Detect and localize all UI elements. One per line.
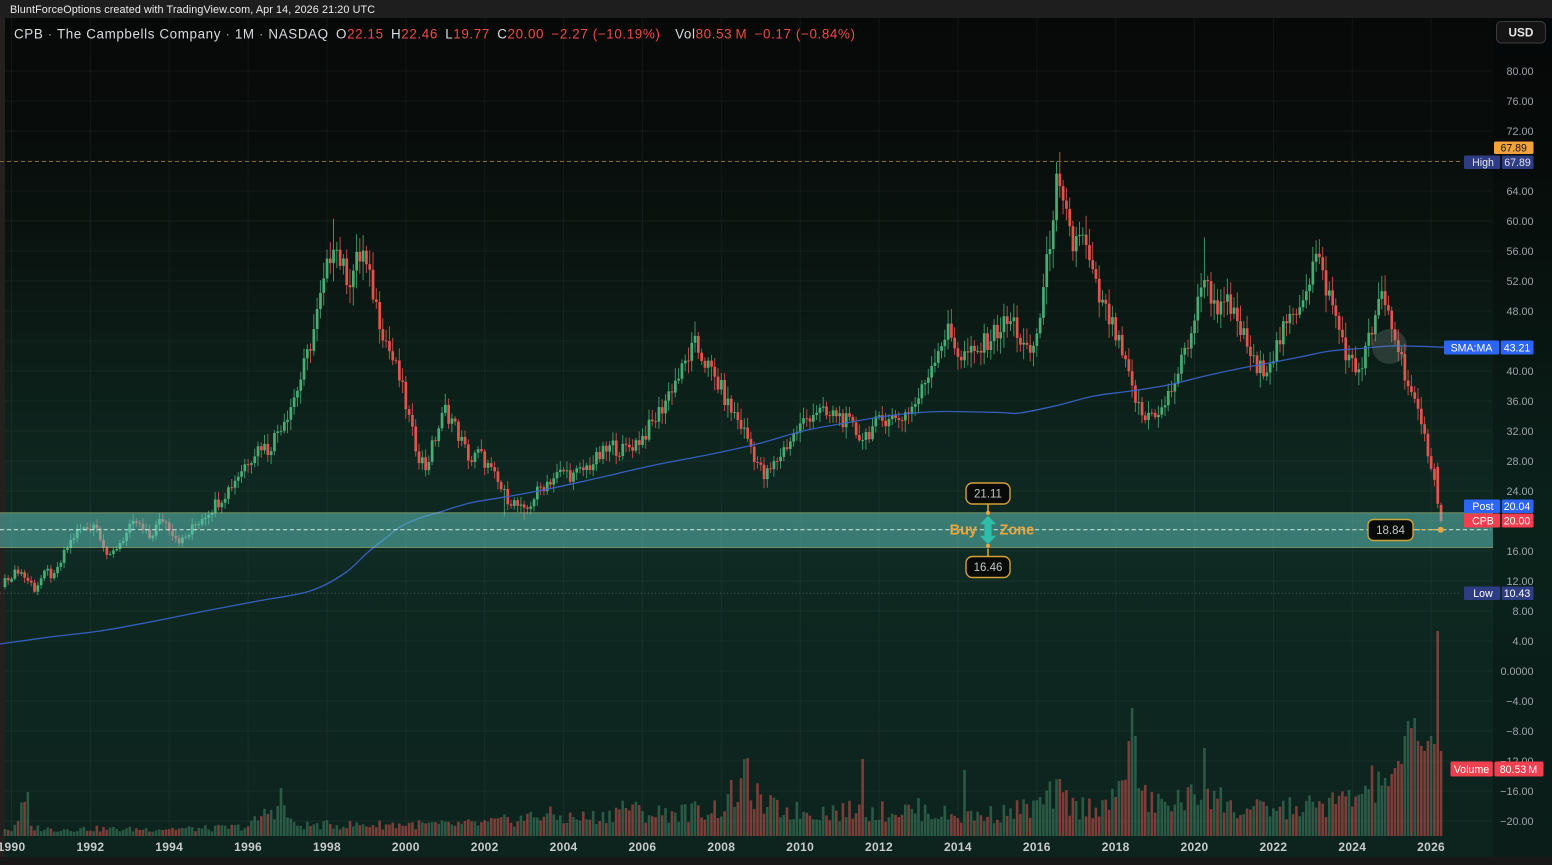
svg-text:2022: 2022	[1259, 840, 1287, 854]
svg-text:Buy: Buy	[950, 523, 977, 539]
svg-text:−8.00: −8.00	[1506, 726, 1533, 738]
svg-text:1990: 1990	[0, 840, 25, 854]
svg-text:16.00: 16.00	[1506, 546, 1533, 558]
svg-text:CPB · The Campbells Company ·: CPB · The Campbells Company · 1M · NASDA…	[14, 27, 856, 42]
svg-text:High: High	[1472, 157, 1494, 169]
svg-text:−16.00: −16.00	[1500, 786, 1533, 798]
svg-text:40.00: 40.00	[1506, 366, 1533, 378]
svg-text:−4.00: −4.00	[1506, 696, 1533, 708]
svg-text:76.00: 76.00	[1506, 96, 1533, 108]
svg-text:12.00: 12.00	[1506, 576, 1533, 588]
svg-text:72.00: 72.00	[1506, 126, 1533, 138]
svg-text:USD: USD	[1509, 26, 1534, 40]
svg-text:2006: 2006	[628, 840, 656, 854]
svg-text:0.0000: 0.0000	[1500, 666, 1533, 678]
svg-text:2014: 2014	[944, 840, 972, 854]
svg-text:2016: 2016	[1023, 840, 1051, 854]
svg-text:1996: 1996	[234, 840, 262, 854]
svg-text:48.00: 48.00	[1506, 306, 1533, 318]
svg-text:BluntForceOptions created with: BluntForceOptions created with TradingVi…	[10, 4, 375, 16]
svg-text:36.00: 36.00	[1506, 396, 1533, 408]
svg-text:43.21: 43.21	[1504, 342, 1531, 354]
svg-text:20.00: 20.00	[1504, 515, 1531, 527]
svg-text:67.89: 67.89	[1500, 143, 1527, 155]
svg-text:64.00: 64.00	[1506, 186, 1533, 198]
svg-text:Zone: Zone	[1000, 523, 1035, 539]
svg-text:21.11: 21.11	[974, 489, 1002, 501]
svg-text:60.00: 60.00	[1506, 216, 1533, 228]
svg-text:Volume: Volume	[1454, 764, 1489, 776]
svg-text:52.00: 52.00	[1506, 276, 1533, 288]
svg-text:Low: Low	[1473, 588, 1493, 600]
svg-text:2008: 2008	[707, 840, 735, 854]
svg-text:20.04: 20.04	[1504, 501, 1531, 513]
svg-text:1998: 1998	[313, 840, 341, 854]
svg-text:2020: 2020	[1181, 840, 1209, 854]
svg-text:1992: 1992	[76, 840, 104, 854]
svg-text:1994: 1994	[155, 840, 183, 854]
svg-text:2026: 2026	[1417, 840, 1445, 854]
svg-text:80.00: 80.00	[1506, 66, 1533, 78]
svg-text:4.00: 4.00	[1512, 636, 1533, 648]
svg-text:24.00: 24.00	[1506, 486, 1533, 498]
svg-text:16.46: 16.46	[974, 562, 1003, 574]
svg-text:28.00: 28.00	[1506, 456, 1533, 468]
svg-text:2002: 2002	[471, 840, 499, 854]
svg-text:10.43: 10.43	[1504, 588, 1531, 600]
svg-text:8.00: 8.00	[1512, 606, 1533, 618]
svg-text:56.00: 56.00	[1506, 246, 1533, 258]
svg-text:−20.00: −20.00	[1500, 816, 1533, 828]
svg-text:2010: 2010	[786, 840, 814, 854]
svg-text:80.53 M: 80.53 M	[1500, 764, 1537, 776]
svg-text:18.84: 18.84	[1376, 525, 1405, 537]
svg-text:2000: 2000	[392, 840, 420, 854]
svg-text:Post: Post	[1472, 501, 1493, 513]
svg-text:2004: 2004	[550, 840, 578, 854]
svg-text:2018: 2018	[1102, 840, 1130, 854]
svg-text:CPB: CPB	[1472, 515, 1494, 527]
svg-text:2024: 2024	[1338, 840, 1366, 854]
svg-text:32.00: 32.00	[1506, 426, 1533, 438]
svg-text:67.89: 67.89	[1504, 157, 1531, 169]
svg-text:SMA:MA: SMA:MA	[1451, 342, 1494, 354]
svg-text:2012: 2012	[865, 840, 893, 854]
